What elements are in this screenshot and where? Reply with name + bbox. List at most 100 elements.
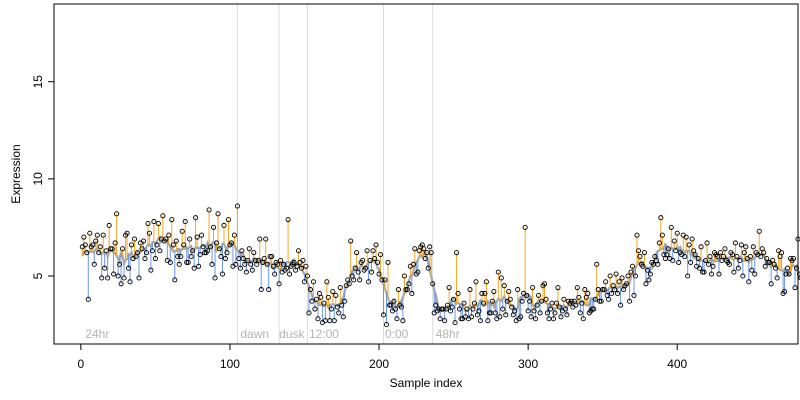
- data-point: [233, 261, 239, 267]
- data-point: [433, 302, 439, 308]
- data-point: [746, 279, 752, 285]
- data-point: [234, 203, 240, 209]
- data-point: [446, 285, 452, 291]
- data-point: [172, 277, 178, 283]
- data-point: [671, 238, 677, 244]
- data-point: [346, 281, 352, 287]
- data-point: [415, 269, 421, 275]
- data-point: [539, 298, 545, 304]
- data-point: [421, 246, 427, 252]
- data-point: [337, 285, 343, 291]
- data-point: [609, 290, 615, 297]
- data-point: [246, 246, 252, 252]
- data-point: [125, 265, 132, 271]
- data-point: [589, 306, 595, 312]
- data-point: [585, 290, 591, 297]
- data-point: [555, 285, 561, 291]
- data-point: [698, 244, 704, 250]
- data-point: [773, 265, 779, 271]
- data-point: [388, 302, 394, 308]
- data-point: [136, 275, 142, 281]
- data-point: [594, 261, 600, 267]
- data-point: [618, 302, 624, 308]
- data-point: [184, 259, 190, 265]
- data-point: [188, 254, 194, 260]
- data-point: [534, 302, 540, 308]
- data-point: [120, 246, 126, 252]
- data-point: [284, 265, 290, 271]
- data-point: [579, 300, 585, 306]
- data-point: [127, 279, 133, 285]
- data-point: [688, 259, 694, 265]
- data-point: [722, 246, 728, 252]
- data-point: [330, 288, 336, 295]
- data-point: [328, 306, 334, 312]
- data-point: [169, 217, 175, 223]
- data-point: [464, 306, 470, 312]
- data-point: [631, 292, 637, 298]
- data-point: [310, 279, 316, 285]
- data-point: [641, 250, 647, 256]
- data-point: [154, 242, 160, 248]
- data-point: [561, 296, 567, 302]
- data-point: [225, 217, 231, 223]
- data-point: [263, 236, 269, 242]
- data-point: [437, 316, 443, 322]
- data-point: [613, 271, 619, 277]
- data-point: [562, 306, 568, 312]
- data-point: [480, 300, 486, 306]
- data-point: [635, 248, 642, 254]
- data-point: [340, 314, 346, 320]
- data-point: [536, 292, 542, 298]
- data-point: [334, 304, 340, 310]
- data-point: [142, 255, 148, 262]
- data-point: [281, 261, 287, 267]
- data-point: [85, 296, 91, 302]
- data-point: [121, 275, 127, 281]
- data-point: [325, 294, 331, 300]
- data-point: [550, 316, 557, 322]
- data-point: [768, 281, 774, 287]
- x-tick-label: 100: [220, 357, 240, 371]
- data-point: [774, 275, 780, 281]
- data-point: [527, 298, 533, 304]
- data-point: [360, 257, 366, 264]
- data-point: [632, 273, 639, 279]
- data-point: [749, 267, 755, 273]
- data-point: [100, 232, 106, 238]
- x-axis-label: Sample index: [390, 376, 463, 390]
- data-point: [476, 308, 482, 314]
- data-point: [112, 240, 118, 246]
- data-point: [228, 240, 234, 246]
- data-point: [674, 230, 680, 236]
- data-point: [106, 222, 112, 229]
- data-point: [656, 240, 662, 246]
- data-point: [623, 281, 630, 287]
- data-point: [506, 288, 512, 295]
- data-point: [149, 248, 155, 254]
- data-point: [255, 257, 261, 264]
- data-point: [376, 271, 382, 277]
- data-point: [197, 252, 203, 258]
- data-point: [729, 252, 735, 258]
- x-axis: 0 100 200 300 400: [77, 343, 688, 371]
- data-point: [479, 290, 485, 297]
- data-point: [205, 248, 211, 254]
- annotation-label: 48hr: [436, 327, 460, 341]
- data-point: [199, 232, 205, 238]
- data-point: [716, 271, 722, 277]
- data-point: [403, 287, 409, 293]
- data-point: [339, 302, 345, 308]
- data-point: [275, 261, 281, 267]
- data-point: [321, 300, 327, 306]
- data-point: [449, 304, 455, 310]
- data-point: [145, 220, 151, 227]
- data-point: [616, 279, 622, 285]
- data-point: [467, 287, 473, 293]
- data-point: [703, 257, 709, 264]
- data-point: [497, 314, 503, 320]
- data-point: [655, 261, 661, 267]
- data-point: [355, 269, 361, 275]
- data-point: [577, 310, 583, 316]
- data-point: [492, 310, 498, 316]
